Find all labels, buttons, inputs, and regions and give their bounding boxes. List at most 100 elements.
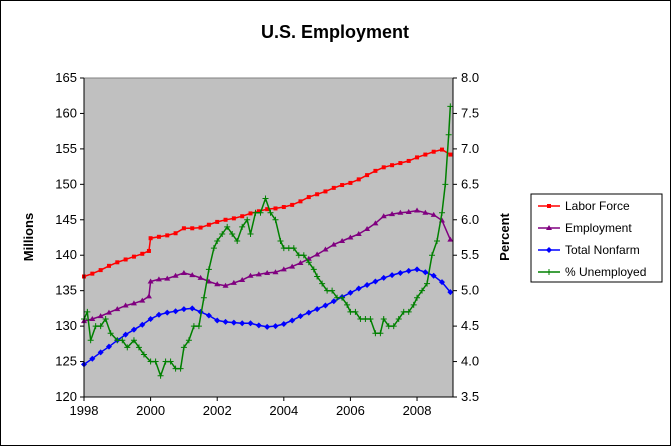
data-point bbox=[229, 230, 236, 237]
data-point bbox=[414, 207, 421, 213]
data-point bbox=[157, 372, 164, 379]
data-point bbox=[314, 251, 321, 257]
x-tick-label: 1998 bbox=[70, 403, 99, 418]
data-point bbox=[198, 225, 203, 230]
data-point bbox=[205, 266, 212, 273]
data-point bbox=[372, 278, 379, 285]
data-point bbox=[377, 330, 384, 337]
data-point bbox=[380, 274, 387, 281]
data-point bbox=[173, 231, 178, 236]
data-point bbox=[139, 321, 146, 328]
legend-items: Labor Force Employment Total Nonfarm % Unem… bbox=[538, 199, 646, 279]
data-point bbox=[352, 308, 359, 315]
data-point bbox=[164, 309, 171, 316]
x-tick-label: 2006 bbox=[336, 403, 365, 418]
legend-marker bbox=[546, 269, 552, 275]
data-point bbox=[165, 233, 170, 238]
data-point bbox=[355, 285, 362, 292]
data-point bbox=[405, 308, 412, 315]
data-point bbox=[305, 259, 312, 266]
x-tick-label: 2000 bbox=[136, 403, 165, 418]
y2-tick-label: 6.0 bbox=[461, 212, 479, 227]
data-point bbox=[406, 158, 411, 163]
data-point bbox=[389, 211, 396, 217]
data-point bbox=[155, 276, 162, 282]
data-point bbox=[430, 272, 437, 279]
data-point bbox=[230, 319, 237, 326]
data-point bbox=[180, 344, 187, 351]
data-point bbox=[105, 309, 112, 315]
data-point bbox=[146, 248, 151, 253]
data-point bbox=[239, 320, 246, 327]
y2-tick-label: 7.5 bbox=[461, 105, 479, 120]
data-point bbox=[180, 306, 187, 313]
y-axis-title-right: Percent bbox=[497, 212, 512, 260]
data-point bbox=[447, 103, 454, 110]
data-point bbox=[339, 238, 346, 244]
data-point bbox=[355, 230, 362, 236]
data-point bbox=[177, 365, 184, 372]
data-point bbox=[273, 206, 278, 211]
data-point bbox=[265, 207, 270, 212]
data-point bbox=[322, 246, 329, 252]
data-point bbox=[430, 211, 437, 217]
data-point bbox=[167, 358, 174, 365]
data-point bbox=[280, 320, 287, 327]
data-point bbox=[205, 312, 212, 319]
legend-marker bbox=[547, 204, 551, 208]
data-point bbox=[172, 272, 179, 278]
data-point bbox=[114, 306, 121, 312]
data-point bbox=[395, 316, 402, 323]
y-tick-label: 145 bbox=[55, 212, 77, 227]
data-point bbox=[280, 266, 287, 272]
data-point bbox=[239, 223, 246, 230]
data-point bbox=[314, 273, 321, 280]
y2-tick-label: 6.5 bbox=[461, 176, 479, 191]
data-point bbox=[267, 209, 274, 216]
data-point bbox=[381, 165, 386, 170]
x-tick-label: 2004 bbox=[269, 403, 298, 418]
data-point bbox=[130, 326, 137, 333]
data-point bbox=[248, 211, 253, 216]
data-point bbox=[414, 266, 421, 273]
data-point bbox=[190, 226, 195, 231]
series-3 bbox=[81, 103, 454, 379]
data-point bbox=[264, 323, 271, 330]
data-point bbox=[364, 225, 371, 231]
data-point bbox=[272, 269, 279, 275]
data-point bbox=[290, 245, 297, 252]
data-point bbox=[97, 313, 104, 319]
data-point bbox=[240, 214, 245, 219]
y-tick-label: 165 bbox=[55, 70, 77, 85]
y2-tick-label: 3.5 bbox=[461, 389, 479, 404]
data-point bbox=[89, 355, 96, 362]
data-point bbox=[447, 289, 454, 296]
data-point bbox=[390, 323, 397, 330]
data-point bbox=[123, 257, 128, 262]
data-point bbox=[405, 267, 412, 274]
data-point bbox=[344, 301, 351, 308]
data-point bbox=[423, 152, 428, 157]
data-point bbox=[130, 337, 137, 344]
data-point bbox=[206, 222, 211, 227]
data-point bbox=[347, 234, 354, 240]
y2-tick-label: 4.5 bbox=[461, 318, 479, 333]
legend-entry: Employment bbox=[538, 221, 632, 235]
data-point bbox=[322, 302, 329, 309]
data-point bbox=[122, 331, 129, 338]
data-point bbox=[315, 192, 320, 197]
data-point bbox=[306, 195, 311, 200]
data-point bbox=[195, 323, 202, 330]
data-point bbox=[115, 260, 120, 265]
legend-entry: Total Nonfarm bbox=[538, 243, 640, 257]
legend-box bbox=[530, 193, 663, 283]
data-point bbox=[256, 209, 261, 214]
data-point bbox=[185, 337, 192, 344]
data-point bbox=[422, 209, 429, 215]
data-point bbox=[330, 298, 337, 305]
data-point bbox=[297, 260, 304, 266]
x-tick-label: 2002 bbox=[203, 403, 232, 418]
data-point bbox=[214, 317, 221, 324]
data-point bbox=[107, 330, 114, 337]
legend-label: Total Nonfarm bbox=[565, 243, 640, 257]
